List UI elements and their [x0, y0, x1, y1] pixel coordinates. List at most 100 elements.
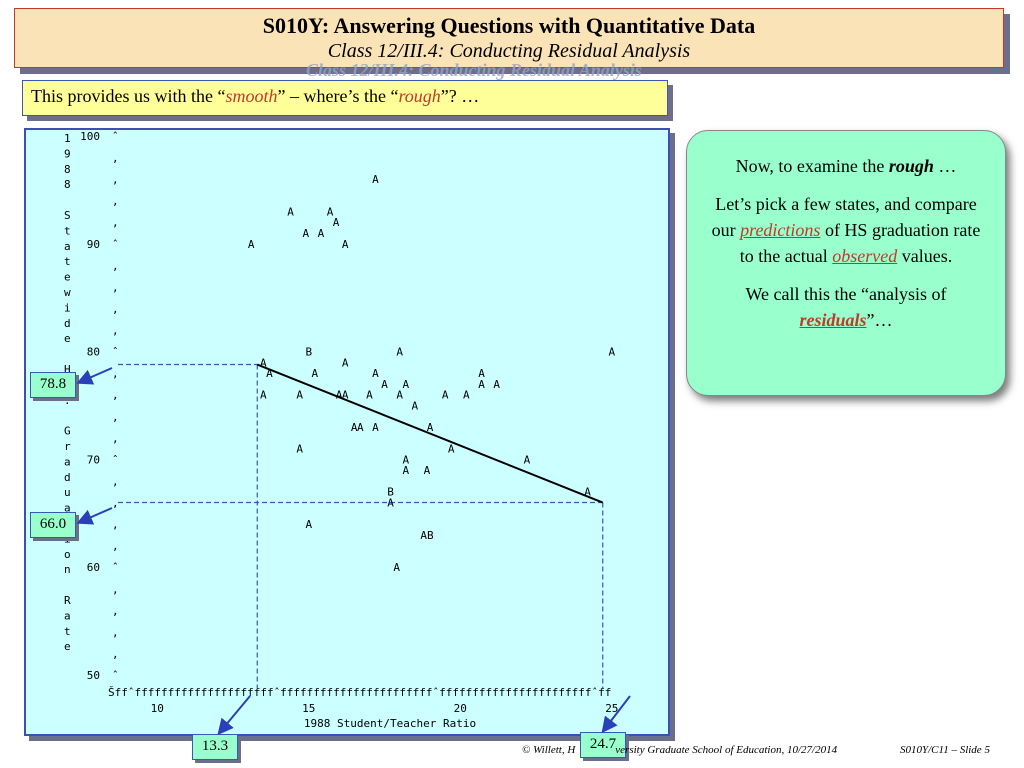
- y-axis-dot: ,: [112, 281, 119, 294]
- data-point: A: [448, 443, 455, 456]
- data-point: A: [424, 464, 431, 477]
- y-tick-label: 50: [87, 669, 100, 682]
- y-axis-label-char: S: [64, 209, 71, 222]
- prompt-text-middle: ” – where’s the “: [277, 86, 399, 106]
- explanation-paragraph-3: We call this the “analysis of residuals”…: [705, 281, 987, 333]
- y-axis-label-char: e: [64, 271, 71, 284]
- y-axis-label-char: G: [64, 425, 71, 438]
- callout-y-low: 66.0: [30, 512, 76, 538]
- predictions-word: predictions: [740, 220, 821, 240]
- data-point: A: [609, 346, 616, 359]
- y-axis-label-char: 8: [64, 178, 71, 191]
- data-point: A: [402, 378, 409, 391]
- data-point: A: [442, 389, 449, 402]
- y-axis-label-char: i: [64, 532, 71, 545]
- callout-x-high: 24.7: [580, 732, 626, 758]
- y-axis-dot: ,: [112, 647, 119, 660]
- data-point: A: [248, 238, 255, 251]
- y-axis-dot: ,: [112, 518, 119, 531]
- y-axis-label-char: R: [64, 594, 71, 607]
- data-point: A: [366, 389, 373, 402]
- x-tick-label: 25: [605, 702, 618, 715]
- data-point: A: [381, 378, 388, 391]
- y-axis-label-char: w: [64, 286, 71, 299]
- data-point: A: [584, 486, 591, 499]
- data-point: A: [302, 227, 309, 240]
- data-point: A: [372, 367, 379, 380]
- x-tick-label: 20: [454, 702, 467, 715]
- data-point: B: [387, 486, 394, 499]
- y-axis-label-char: a: [64, 502, 71, 515]
- y-axis-dot: ,: [112, 367, 119, 380]
- prompt-text-before: This provides us with the “: [31, 86, 226, 106]
- slide-title: S010Y: Answering Questions with Quantita…: [262, 13, 756, 38]
- data-point: A: [318, 227, 325, 240]
- scatterplot: 1988StatewideHS.GraduationRate100ˆ90ˆ80ˆ…: [64, 130, 618, 730]
- y-tick-label: 100: [80, 130, 100, 143]
- data-point: A: [402, 464, 409, 477]
- y-axis-dot: ,: [112, 324, 119, 337]
- y-axis-label-char: a: [64, 240, 71, 253]
- prompt-smooth: smooth: [225, 86, 278, 106]
- fitted-line: [256, 363, 604, 504]
- data-point: A: [342, 389, 349, 402]
- data-point: A: [327, 205, 334, 218]
- y-axis-dot: ,: [112, 626, 119, 639]
- y-axis-label-char: a: [64, 609, 71, 622]
- data-point: A: [296, 443, 303, 456]
- y-axis-dot: ,: [112, 604, 119, 617]
- data-point: B: [305, 346, 312, 359]
- data-point: A: [333, 216, 340, 229]
- explanation-paragraph-2: Let’s pick a few states, and compare our…: [705, 191, 987, 269]
- y-axis-dot: ,: [112, 259, 119, 272]
- y-axis-dot: ,: [112, 173, 119, 186]
- y-axis-label-char: o: [64, 548, 71, 561]
- explanation-text: values.: [897, 246, 953, 266]
- data-point: A: [427, 421, 434, 434]
- y-axis-dot: ,: [112, 475, 119, 488]
- y-axis-label-char: t: [64, 224, 71, 237]
- y-axis-dot: ,: [112, 410, 119, 423]
- y-axis-label-char: H: [64, 363, 71, 376]
- data-point: A: [260, 356, 267, 369]
- y-axis-dot: ,: [112, 432, 119, 445]
- data-point: A: [342, 356, 349, 369]
- y-axis-label-char: e: [64, 332, 71, 345]
- slide-title-box: S010Y: Answering Questions with Quantita…: [14, 8, 1004, 68]
- y-axis-label-char: e: [64, 640, 71, 653]
- x-tick-label: 10: [151, 702, 164, 715]
- data-point: A: [412, 400, 419, 413]
- y-axis-dot: ,: [112, 195, 119, 208]
- explanation-paragraph-1: Now, to examine the rough …: [705, 153, 987, 179]
- y-tick-label: 90: [87, 238, 100, 251]
- y-axis-dot: ,: [112, 583, 119, 596]
- y-axis-dot: ,: [112, 389, 119, 402]
- data-point: A: [478, 378, 485, 391]
- slide-subtitle: Class 12/III.4: Conducting Residual Anal…: [327, 40, 691, 62]
- callout-y-high: 78.8: [30, 372, 76, 398]
- y-axis-label-char: u: [64, 486, 71, 499]
- data-point: A: [524, 453, 531, 466]
- y-tick-mark: ˆ: [112, 238, 119, 251]
- data-point: A: [357, 421, 364, 434]
- y-tick-mark: ˆ: [112, 453, 119, 466]
- footer-copyright-text: © Willett, H: [522, 744, 576, 756]
- y-axis-label-char: 1: [64, 132, 71, 145]
- data-point: A: [287, 205, 294, 218]
- data-point: AB: [420, 529, 434, 542]
- data-point: A: [372, 421, 379, 434]
- data-point: A: [312, 367, 319, 380]
- explanation-box: Now, to examine the rough … Let’s pick a…: [686, 130, 1006, 396]
- data-point: A: [296, 389, 303, 402]
- y-axis-dot: ,: [112, 302, 119, 315]
- y-axis-label-char: d: [64, 317, 71, 330]
- y-axis-label-char: t: [64, 255, 71, 268]
- y-axis-label-char: a: [64, 455, 71, 468]
- x-axis-label: 1988 Student/Teacher Ratio: [304, 717, 476, 730]
- y-axis-label-char: 8: [64, 163, 71, 176]
- y-tick-mark: ˆ: [112, 669, 119, 682]
- y-tick-label: 60: [87, 561, 100, 574]
- y-axis-dot: ,: [112, 540, 119, 553]
- explanation-text: …: [933, 156, 957, 176]
- explanation-text: Let’s pick a few states, and compare our: [711, 194, 977, 240]
